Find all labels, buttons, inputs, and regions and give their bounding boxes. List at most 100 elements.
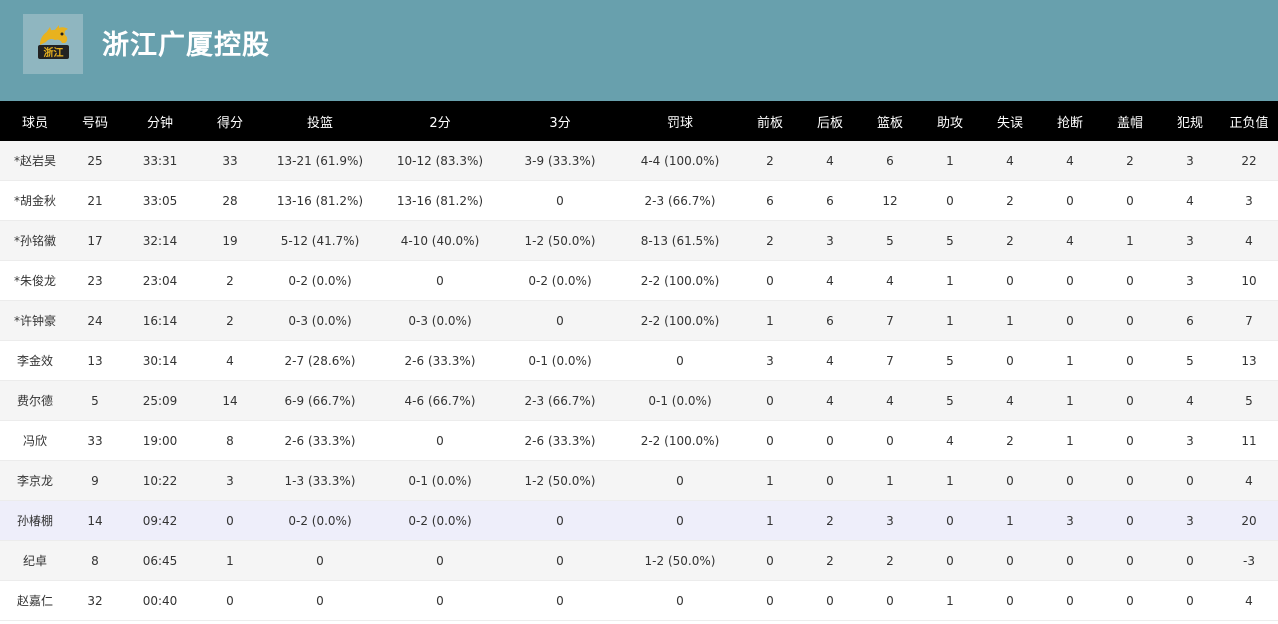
stat-cell: 13 [1220,340,1278,381]
stat-cell: 1 [200,540,260,581]
stat-cell: 4 [1220,580,1278,621]
stat-cell: 2 [200,260,260,301]
column-header[interactable]: 前板 [756,115,783,131]
player-row[interactable]: 孙椿棚 14 09:42 0 0-2 (0.0%) 0-2 (0.0%) 0 0 1 2 3 0 1 3 0… [0,500,1278,541]
stat-cell: 0 [1160,540,1220,581]
stat-cell: 0 [980,580,1040,621]
stat-cell: 0 [1040,180,1100,221]
stat-cell: 0 [1100,500,1160,541]
stat-cell: 0 [380,260,500,301]
player-row[interactable]: 李京龙 9 10:22 3 1-3 (33.3%) 0-1 (0.0%) 1-2 (50.0… [0,460,1278,501]
stat-cell: 25:09 [120,380,200,421]
column-header[interactable]: 球员 [21,115,48,131]
player-row[interactable]: 费尔德 5 25:09 14 6-9 (66.7%) 4-6 (66.7%) 2-3 (66… [0,380,1278,421]
column-header[interactable]: 得分 [216,115,243,131]
player-row[interactable]: *许钟豪 24 16:14 2 0-3 (0.0%) 0-3 (0.0%) 0 2-2 (10… [0,300,1278,341]
column-header[interactable]: 失误 [996,115,1023,131]
stat-cell: 3 [200,460,260,501]
stat-cell: 6 [860,141,920,181]
stat-cell: 2-3 (66.7%) [620,180,740,221]
player-name-cell: *朱俊龙 [0,260,70,301]
player-row[interactable]: *朱俊龙 23 23:04 2 0-2 (0.0%) 0 0-2 (0.0%) 2-2 (10… [0,260,1278,301]
stat-cell: 0 [380,540,500,581]
column-header[interactable]: 抢断 [1056,115,1083,131]
stat-cell: 2 [740,220,800,261]
player-name-cell: 孙椿棚 [0,500,70,541]
column-header[interactable]: 篮板 [876,115,903,131]
stat-cell: 0 [920,180,980,221]
stat-cell: 4 [800,141,860,181]
stat-cell: 1-2 (50.0%) [500,460,620,501]
player-row[interactable]: 赵嘉仁 32 00:40 0 0 0 0 0 0 0 0 1 0 0 0 0 4 [0,580,1278,621]
stat-cell: 0 [260,580,380,621]
stat-cell: 00:40 [120,580,200,621]
stat-cell: 1-2 (50.0%) [500,220,620,261]
stat-cell: 0 [500,580,620,621]
stat-cell: 6 [1160,300,1220,341]
column-header[interactable]: 2分 [429,115,451,131]
player-row[interactable]: 李金效 13 30:14 4 2-7 (28.6%) 2-6 (33.3%) 0-1 (0.… [0,340,1278,381]
stat-cell: 0-2 (0.0%) [380,500,500,541]
stat-cell: 2 [800,540,860,581]
stat-cell: 6-9 (66.7%) [260,380,380,421]
column-header[interactable]: 盖帽 [1116,115,1143,131]
player-row[interactable]: *赵岩昊 25 33:31 33 13-21 (61.9%) 10-12 (83.3%) 3… [0,141,1278,181]
stat-cell: 0 [1100,460,1160,501]
stat-cell: 0 [1100,180,1160,221]
stat-cell: 32:14 [120,220,200,261]
player-name-cell: 费尔德 [0,380,70,421]
stat-cell: 33:31 [120,141,200,181]
stat-cell: 1 [740,300,800,341]
column-header[interactable]: 后板 [816,115,843,131]
stat-cell: 1 [920,580,980,621]
player-name-cell: *赵岩昊 [0,141,70,181]
stat-cell: 1 [980,300,1040,341]
stat-cell: 0 [1100,380,1160,421]
player-row[interactable]: 纪卓 8 06:45 1 0 0 0 1-2 (50.0%) 0 2 2 0 0 0 0 0 -3 [0,540,1278,581]
table-body: *赵岩昊 25 33:31 33 13-21 (61.9%) 10-12 (83.3%) 3… [0,141,1278,621]
stat-cell: 4 [860,380,920,421]
stat-cell: 5 [860,220,920,261]
stat-cell: -3 [1220,540,1278,581]
stat-cell: 9 [70,460,120,501]
stat-cell: 4-4 (100.0%) [620,141,740,181]
stat-cell: 0 [500,500,620,541]
stat-cell: 7 [1220,300,1278,341]
stat-cell: 10 [1220,260,1278,301]
column-header[interactable]: 助攻 [936,115,963,131]
stat-cell: 2-2 (100.0%) [620,420,740,461]
player-row[interactable]: 冯欣 33 19:00 8 2-6 (33.3%) 0 2-6 (33.3%) 2-2 (10… [0,420,1278,461]
stat-cell: 7 [860,340,920,381]
player-row[interactable]: *孙铭徽 17 32:14 19 5-12 (41.7%) 4-10 (40.0%) 1-2… [0,220,1278,261]
player-row[interactable]: *胡金秋 21 33:05 28 13-16 (81.2%) 13-16 (81.2%) 0… [0,180,1278,221]
lion-logo-icon: 浙江 [38,25,69,59]
column-header[interactable]: 3分 [549,115,571,131]
column-header[interactable]: 分钟 [146,115,173,131]
column-header[interactable]: 投篮 [306,115,333,131]
stat-cell: 0 [500,540,620,581]
stat-cell: 0 [1040,460,1100,501]
stat-cell: 22 [1220,141,1278,181]
player-name-cell: *孙铭徽 [0,220,70,261]
stat-cell: 1 [1040,420,1100,461]
stat-cell: 3 [1160,220,1220,261]
stat-cell: 17 [70,220,120,261]
player-name-cell: 纪卓 [0,540,70,581]
stat-cell: 09:42 [120,500,200,541]
stat-cell: 0 [980,340,1040,381]
stat-cell: 11 [1220,420,1278,461]
stat-cell: 5 [920,380,980,421]
stat-cell: 6 [740,180,800,221]
stat-cell: 2-6 (33.3%) [260,420,380,461]
stat-cell: 0 [1100,300,1160,341]
stat-cell: 5 [920,220,980,261]
stat-cell: 0 [740,420,800,461]
column-header[interactable]: 罚球 [666,115,693,131]
stat-cell: 0-1 (0.0%) [380,460,500,501]
stat-cell: 1 [740,500,800,541]
player-name-cell: 李金效 [0,340,70,381]
column-header[interactable]: 正负值 [1229,115,1269,131]
stat-cell: 0 [500,300,620,341]
column-header[interactable]: 犯规 [1176,115,1203,131]
column-header[interactable]: 号码 [81,115,108,131]
